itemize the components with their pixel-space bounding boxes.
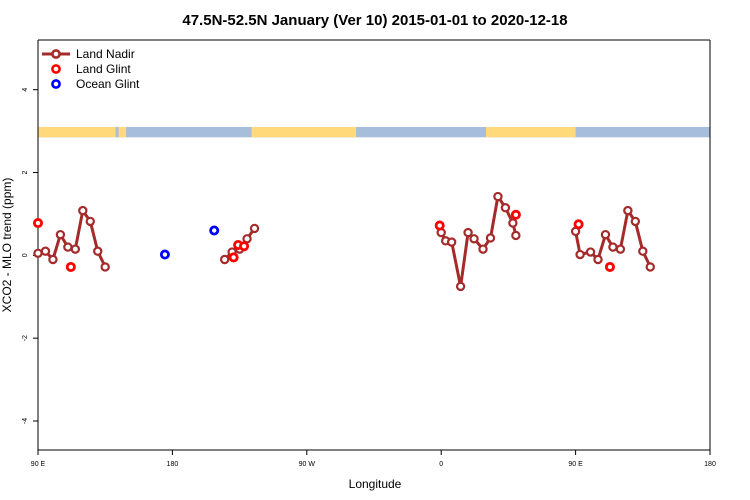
land-glint-point-0	[33, 218, 44, 229]
y-tick-label-1: -2	[22, 335, 29, 341]
land-nadir-point-0-7	[85, 216, 95, 227]
land-nadir-point-3-8	[630, 216, 641, 227]
land-nadir-point-3-2	[585, 247, 596, 257]
land-glint-point-5	[434, 220, 445, 231]
x-tick-label-1: 180	[167, 461, 179, 468]
land-glint-point-7	[573, 219, 584, 230]
land-nadir-point-2-6	[478, 244, 488, 254]
land-glint-point-6	[510, 209, 521, 220]
land-nadir-point-2-2	[446, 237, 457, 247]
plot-area: 90 E 180 90 W 0 90 E 180 -4 -2 0 2 4	[22, 39, 716, 468]
land-nadir-point-3-9	[638, 246, 648, 256]
land-glint-point-8	[604, 261, 615, 272]
x-axis-label: Longitude	[349, 477, 402, 491]
y-axis-label: XCO2 - MLO trend (ppm)	[0, 178, 14, 313]
land-nadir-point-2-5	[469, 234, 479, 244]
land-nadir-point-3-5	[608, 242, 618, 252]
legend-marker-ocean-glint	[51, 79, 61, 89]
surface-strip-land-3	[486, 126, 576, 138]
legend-label-ocean-glint: Ocean Glint	[76, 77, 140, 91]
ocean-glint-point-1	[209, 225, 220, 236]
legend-label-land-nadir: Land Nadir	[76, 47, 135, 61]
land-nadir-point-3-10	[645, 262, 655, 272]
land-nadir-point-1-0	[219, 254, 230, 265]
land-nadir-point-0-9	[100, 262, 110, 272]
surface-strip-ocean	[38, 126, 710, 138]
land-nadir-point-0-1	[40, 246, 51, 256]
land-nadir-point-3-1	[575, 249, 585, 260]
land-nadir-point-2-9	[500, 203, 511, 213]
x-tick-label-0: 90 E	[31, 461, 46, 468]
land-nadir-point-2-4	[463, 227, 473, 238]
land-nadir-point-2-8	[493, 191, 503, 202]
land-nadir-point-1-4	[249, 223, 260, 234]
x-tick-label-5: 180	[704, 461, 716, 468]
y-tick-label-4: 4	[22, 88, 29, 92]
legend-label-land-glint: Land Glint	[76, 62, 131, 76]
land-glint-point-4	[239, 241, 250, 252]
y-tick-label-2: 0	[22, 253, 29, 257]
land-glint-point-2	[228, 252, 239, 263]
surface-strip-land-2	[251, 126, 357, 138]
surface-strip-land-1	[118, 126, 127, 138]
land-nadir-point-3-4	[600, 229, 611, 240]
ocean-glint-point-0	[159, 249, 170, 260]
land-nadir-point-0-6	[78, 205, 88, 216]
land-nadir-point-0-8	[93, 246, 103, 256]
x-tick-label-2: 90 W	[299, 461, 316, 468]
x-tick-label-4: 90 E	[568, 461, 583, 468]
land-glint-point-1	[65, 261, 76, 272]
land-nadir-point-0-0	[33, 248, 43, 258]
land-nadir-point-0-5	[70, 244, 81, 254]
y-tick-label-3: 2	[22, 170, 29, 174]
land-nadir-point-0-2	[48, 254, 58, 265]
land-nadir-point-2-7	[485, 233, 496, 243]
land-nadir-point-2-3	[455, 281, 466, 292]
surface-strip-land-0	[38, 126, 116, 138]
x-tick-label-3: 0	[439, 461, 443, 468]
land-nadir-point-2-11	[511, 230, 521, 241]
land-nadir-point-3-7	[623, 205, 633, 216]
land-nadir-point-0-3	[55, 229, 66, 240]
y-tick-label-0: -4	[22, 418, 29, 424]
land-nadir-point-0-4	[63, 242, 73, 252]
land-nadir-point-2-10	[508, 218, 518, 228]
legend-marker-land-glint	[51, 64, 61, 74]
land-nadir-line-0	[37, 209, 107, 268]
legend-marker-land-nadir	[51, 49, 61, 59]
land-nadir-point-3-3	[593, 254, 603, 265]
chart-title: 47.5N-52.5N January (Ver 10) 2015-01-01 …	[182, 12, 567, 29]
land-nadir-point-3-6	[615, 244, 626, 254]
